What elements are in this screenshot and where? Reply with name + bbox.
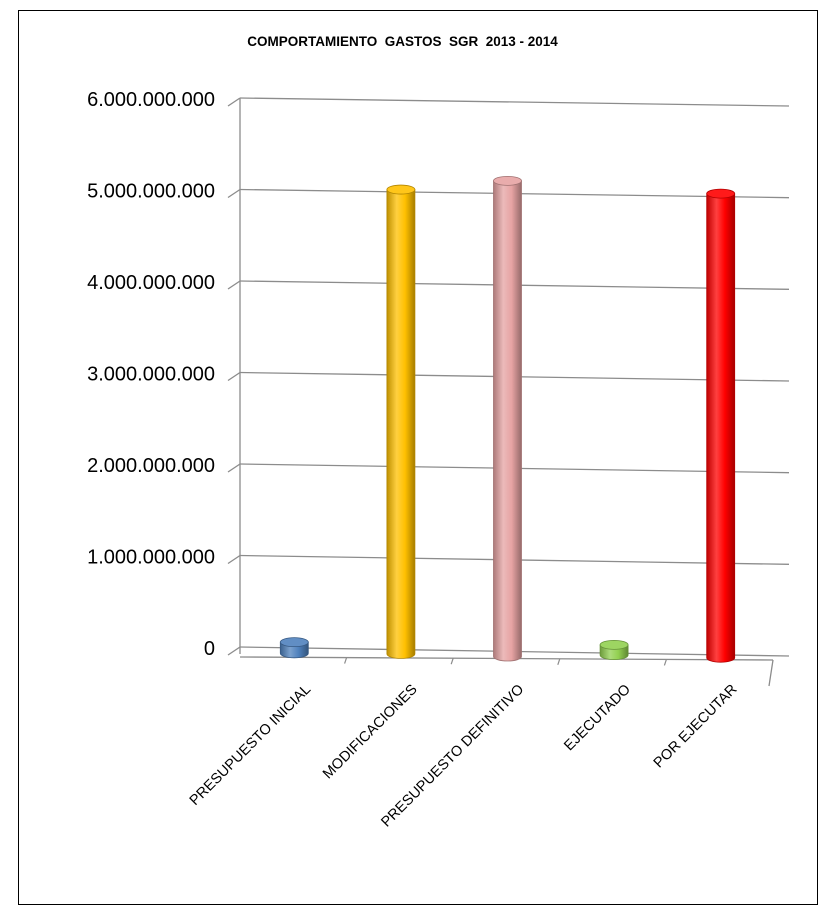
x-axis-end [768, 659, 774, 687]
x-tick [663, 659, 667, 666]
gridline-side [227, 554, 241, 565]
bar-top [706, 188, 736, 199]
y-tick-label: 4.000.000.000 [87, 272, 215, 294]
bar-top [386, 184, 416, 195]
x-tick [557, 658, 561, 665]
bar [493, 180, 522, 662]
gridline-side [227, 280, 241, 290]
bar [706, 193, 736, 663]
chart-frame [18, 10, 818, 905]
x-tick-label: MODIFICACIONES [320, 682, 421, 783]
chart-title: COMPORTAMIENTO GASTOS SGR 2013 - 2014 [247, 34, 558, 49]
y-tick-label: 6.000.000.000 [87, 89, 215, 111]
y-tick-label: 3.000.000.000 [87, 364, 215, 386]
x-tick [450, 658, 454, 665]
gridline-side [227, 371, 241, 382]
bar [386, 189, 416, 659]
x-tick-label: PRESUPUESTO INICIAL [187, 682, 314, 809]
y-tick-label: 2.000.000.000 [87, 455, 215, 477]
gridline [239, 97, 790, 107]
bar-top [493, 175, 522, 186]
x-tick-label: EJECUTADO [561, 682, 634, 755]
y-tick-label: 1.000.000.000 [87, 547, 215, 569]
gridline-side [227, 463, 241, 473]
gridline-side [227, 97, 241, 107]
gridline-side [227, 646, 241, 656]
x-tick-label: POR EJECUTAR [651, 682, 741, 772]
x-tick [344, 657, 348, 664]
bar-top [279, 637, 309, 648]
bar-top [599, 639, 629, 650]
y-tick-label: 5.000.000.000 [87, 181, 215, 203]
gridline-side [227, 188, 241, 199]
y-tick-label: 0 [204, 638, 215, 660]
